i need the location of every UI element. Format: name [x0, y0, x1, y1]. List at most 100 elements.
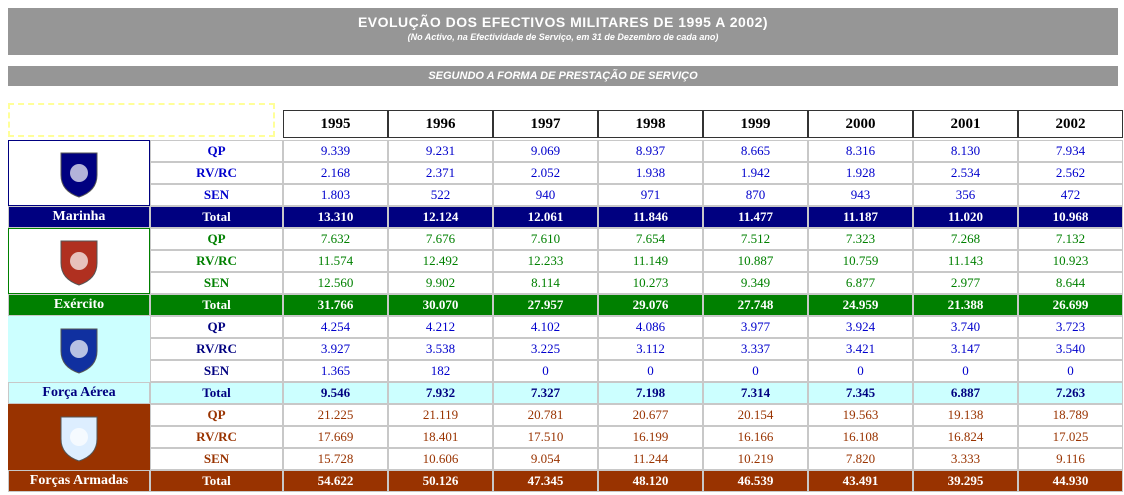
value-cell: 0 [1018, 360, 1123, 382]
value-cell: 3.977 [703, 316, 808, 338]
total-cell: 12.061 [493, 206, 598, 228]
value-cell: 2.052 [493, 162, 598, 184]
value-cell: 20.677 [598, 404, 703, 426]
value-cell: 4.212 [388, 316, 493, 338]
value-cell: 9.054 [493, 448, 598, 470]
value-cell: 11.574 [283, 250, 388, 272]
value-cell: 9.231 [388, 140, 493, 162]
value-cell: 8.316 [808, 140, 913, 162]
year-header: 1997 [493, 110, 598, 138]
value-cell: 9.069 [493, 140, 598, 162]
value-cell: 3.538 [388, 338, 493, 360]
value-cell: 356 [913, 184, 1018, 206]
row-label: SEN [150, 272, 283, 294]
value-cell: 9.116 [1018, 448, 1123, 470]
total-cell: 10.968 [1018, 206, 1123, 228]
group-name: Forças Armadas [8, 470, 150, 492]
year-header: 2001 [913, 110, 1018, 138]
group-name: Força Aérea [8, 382, 150, 404]
value-cell: 0 [808, 360, 913, 382]
value-cell: 11.244 [598, 448, 703, 470]
value-cell: 8.665 [703, 140, 808, 162]
emblem [49, 323, 109, 375]
group-emblem [8, 316, 150, 382]
year-header: 1995 [283, 110, 388, 138]
value-cell: 7.654 [598, 228, 703, 250]
total-cell: 43.491 [808, 470, 913, 492]
total-cell: 44.930 [1018, 470, 1123, 492]
row-label: RV/RC [150, 338, 283, 360]
total-cell: 27.957 [493, 294, 598, 316]
value-cell: 7.268 [913, 228, 1018, 250]
total-cell: 11.020 [913, 206, 1018, 228]
value-cell: 12.492 [388, 250, 493, 272]
total-cell: 11.187 [808, 206, 913, 228]
value-cell: 11.143 [913, 250, 1018, 272]
total-cell: 27.748 [703, 294, 808, 316]
year-header: 1998 [598, 110, 703, 138]
value-cell: 1.365 [283, 360, 388, 382]
value-cell: 3.421 [808, 338, 913, 360]
total-cell: 21.388 [913, 294, 1018, 316]
value-cell: 10.887 [703, 250, 808, 272]
value-cell: 16.824 [913, 426, 1018, 448]
total-cell: 7.263 [1018, 382, 1123, 404]
row-label: QP [150, 140, 283, 162]
row-label: RV/RC [150, 250, 283, 272]
group-emblem [8, 404, 150, 470]
row-label: Total [150, 382, 283, 404]
value-cell: 17.510 [493, 426, 598, 448]
value-cell: 3.927 [283, 338, 388, 360]
value-cell: 4.102 [493, 316, 598, 338]
total-cell: 12.124 [388, 206, 493, 228]
value-cell: 21.225 [283, 404, 388, 426]
row-label: SEN [150, 448, 283, 470]
value-cell: 15.728 [283, 448, 388, 470]
total-cell: 30.070 [388, 294, 493, 316]
total-cell: 39.295 [913, 470, 1018, 492]
total-cell: 29.076 [598, 294, 703, 316]
total-cell: 7.345 [808, 382, 913, 404]
value-cell: 1.803 [283, 184, 388, 206]
value-cell: 522 [388, 184, 493, 206]
value-cell: 7.512 [703, 228, 808, 250]
section-title: SEGUNDO A FORMA DE PRESTAÇÃO DE SERVIÇO [8, 66, 1118, 86]
value-cell: 0 [913, 360, 1018, 382]
value-cell: 2.977 [913, 272, 1018, 294]
value-cell: 2.168 [283, 162, 388, 184]
year-header: 2002 [1018, 110, 1123, 138]
year-header: 1996 [388, 110, 493, 138]
value-cell: 870 [703, 184, 808, 206]
emblem [49, 147, 109, 199]
row-label: QP [150, 316, 283, 338]
title: EVOLUÇÃO DOS EFECTIVOS MILITARES DE 1995… [8, 14, 1118, 30]
value-cell: 7.632 [283, 228, 388, 250]
row-label: Total [150, 206, 283, 228]
value-cell: 1.928 [808, 162, 913, 184]
page: EVOLUÇÃO DOS EFECTIVOS MILITARES DE 1995… [0, 0, 1124, 495]
emblem [49, 411, 109, 463]
total-cell: 48.120 [598, 470, 703, 492]
value-cell: 8.937 [598, 140, 703, 162]
value-cell: 971 [598, 184, 703, 206]
value-cell: 17.669 [283, 426, 388, 448]
value-cell: 3.147 [913, 338, 1018, 360]
row-label: Total [150, 294, 283, 316]
value-cell: 7.610 [493, 228, 598, 250]
row-label: SEN [150, 360, 283, 382]
value-cell: 19.138 [913, 404, 1018, 426]
value-cell: 9.349 [703, 272, 808, 294]
value-cell: 12.233 [493, 250, 598, 272]
value-cell: 0 [493, 360, 598, 382]
total-cell: 54.622 [283, 470, 388, 492]
value-cell: 16.199 [598, 426, 703, 448]
value-cell: 10.219 [703, 448, 808, 470]
value-cell: 4.254 [283, 316, 388, 338]
value-cell: 943 [808, 184, 913, 206]
value-cell: 10.759 [808, 250, 913, 272]
value-cell: 18.789 [1018, 404, 1123, 426]
value-cell: 20.154 [703, 404, 808, 426]
value-cell: 10.923 [1018, 250, 1123, 272]
total-cell: 11.477 [703, 206, 808, 228]
value-cell: 472 [1018, 184, 1123, 206]
